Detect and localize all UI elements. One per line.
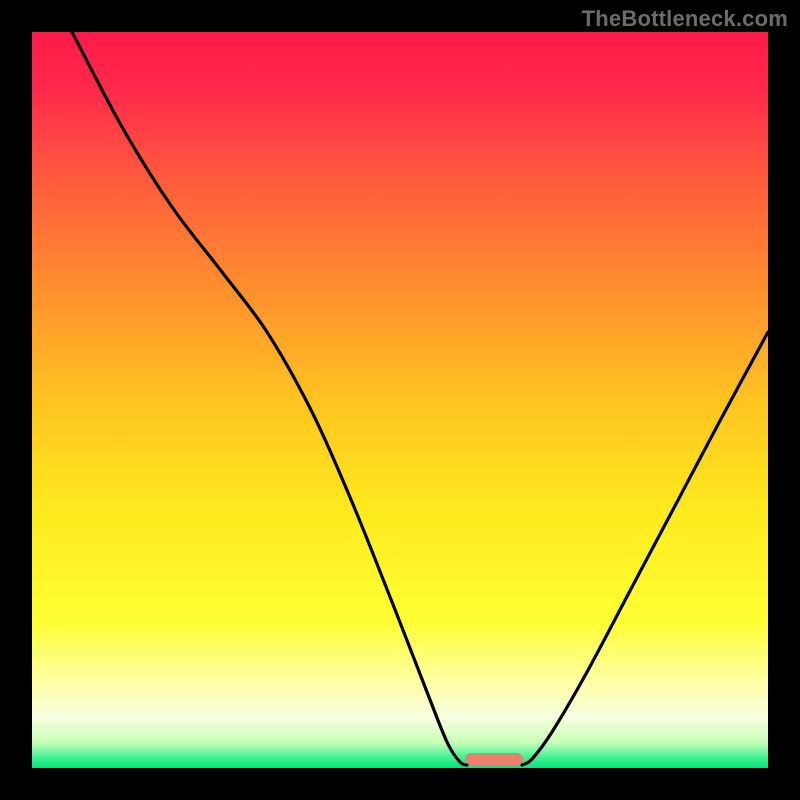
- plot-area: [32, 32, 768, 768]
- chart-frame: TheBottleneck.com: [0, 0, 800, 800]
- optimum-marker: [465, 753, 523, 765]
- attribution-text: TheBottleneck.com: [582, 6, 788, 32]
- curve-layer: [32, 32, 768, 768]
- curve-right-branch: [522, 332, 768, 765]
- curve-left-branch: [72, 32, 467, 765]
